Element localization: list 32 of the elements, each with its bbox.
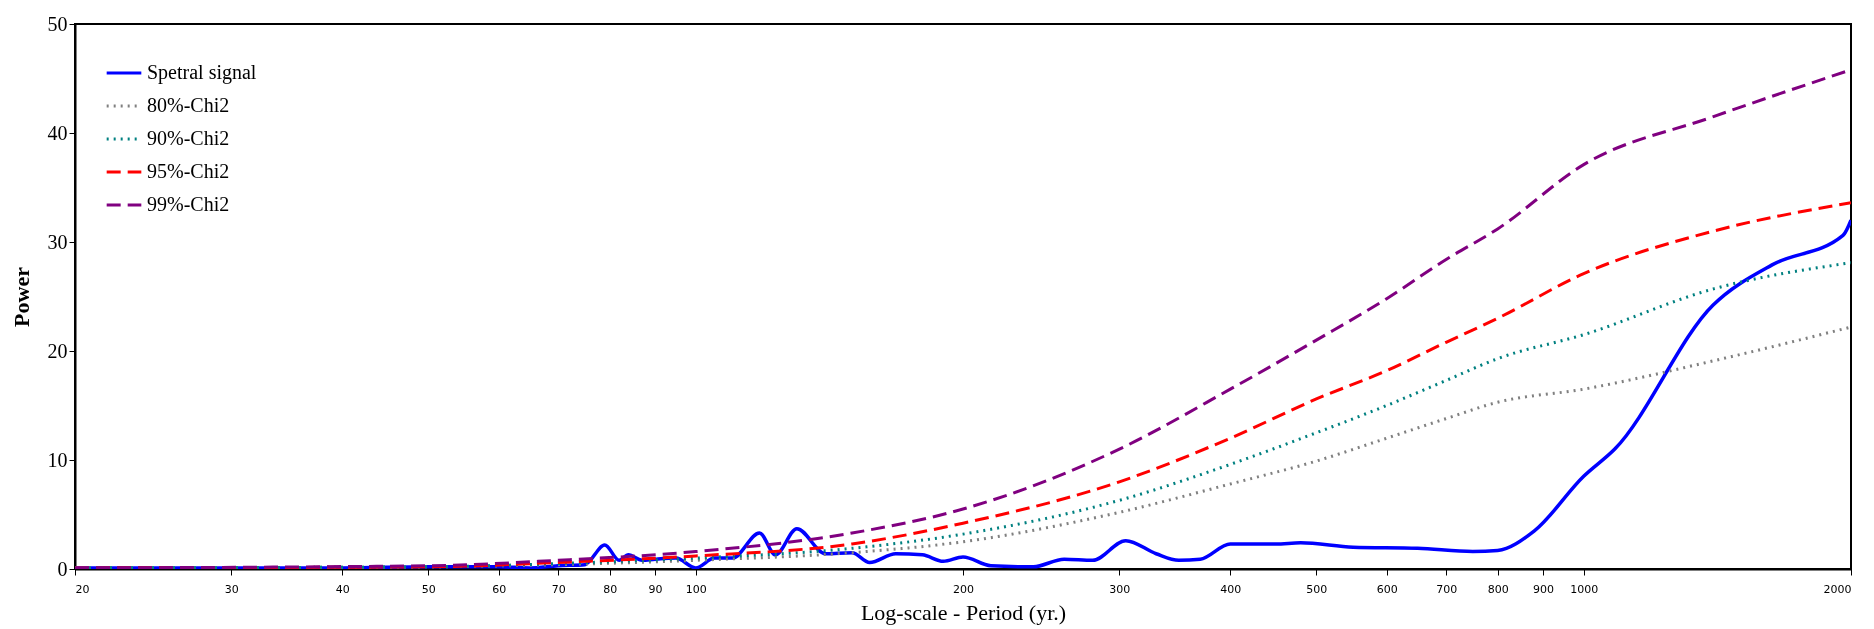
legend-label: Spetral signal — [147, 61, 257, 84]
y-tick-label: 10 — [47, 448, 68, 471]
legend-label: 90%-Chi2 — [147, 127, 230, 149]
x-tick-label: 20 — [75, 582, 90, 596]
x-tick-label: 50 — [421, 582, 436, 596]
x-tick-label: 400 — [1220, 582, 1242, 596]
y-tick-label: 50 — [47, 12, 68, 35]
x-tick-label: 90 — [648, 582, 663, 596]
x-tick-label: 1000 — [1570, 582, 1599, 596]
x-tick-label: 500 — [1306, 582, 1328, 596]
x-tick-label: 200 — [953, 582, 974, 596]
y-tick-label: 20 — [47, 339, 68, 362]
y-tick-label: 30 — [47, 230, 68, 253]
x-tick-label: 80 — [603, 582, 618, 596]
legend-label: 80%-Chi2 — [147, 94, 230, 116]
x-tick-label: 30 — [224, 582, 239, 596]
x-tick-label: 100 — [685, 582, 707, 596]
y-axis-title: Power — [8, 266, 34, 327]
x-axis-title: Log-scale - Period (yr.) — [860, 599, 1067, 625]
x-tick-label: 70 — [551, 582, 566, 596]
x-tick-label: 700 — [1436, 582, 1458, 596]
y-tick-label: 40 — [47, 121, 68, 144]
x-tick-label: 900 — [1533, 582, 1555, 596]
legend-label: 99%-Chi2 — [147, 193, 230, 215]
x-tick-label: 40 — [335, 582, 350, 596]
x-tick-label: 800 — [1487, 582, 1509, 596]
x-tick-label: 2000 — [1823, 582, 1852, 596]
legend-label: 95%-Chi2 — [147, 160, 230, 182]
y-tick-label: 0 — [57, 557, 68, 580]
x-tick-label: 300 — [1109, 582, 1131, 596]
x-tick-label: 600 — [1376, 582, 1398, 596]
x-tick-label: 60 — [492, 582, 507, 596]
